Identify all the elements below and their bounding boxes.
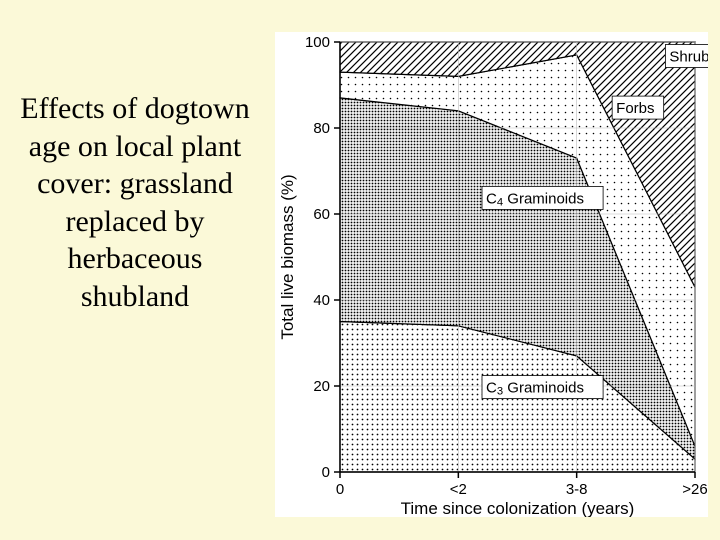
y-axis-label: Total live biomass (%) xyxy=(278,174,297,339)
x-axis-label: Time since colonization (years) xyxy=(401,499,635,517)
ytick-label: 0 xyxy=(322,464,330,481)
xtick-label: <2 xyxy=(450,481,467,498)
xtick-label: 3-8 xyxy=(566,481,588,498)
biomass-chart: 0 20 40 60 80 100 0 <2 3-8 >26 Total live biomass … xyxy=(275,32,708,517)
ytick-label: 40 xyxy=(313,292,330,309)
caption-title: Effects of dogtown age on local plant co… xyxy=(10,90,260,315)
xtick-label: >26 xyxy=(682,481,707,498)
ytick-label: 100 xyxy=(305,34,330,51)
caption-text: Effects of dogtown age on local plant co… xyxy=(20,92,249,313)
ytick-label: 60 xyxy=(313,206,330,223)
xtick-label: 0 xyxy=(336,481,344,498)
ytick-label: 20 xyxy=(313,378,330,395)
ytick-label: 80 xyxy=(313,120,330,137)
region-label: Shrubs xyxy=(669,49,708,66)
region-label: Forbs xyxy=(616,100,654,117)
chart-svg: 0 20 40 60 80 100 0 <2 3-8 >26 Total live biomass … xyxy=(275,32,708,517)
